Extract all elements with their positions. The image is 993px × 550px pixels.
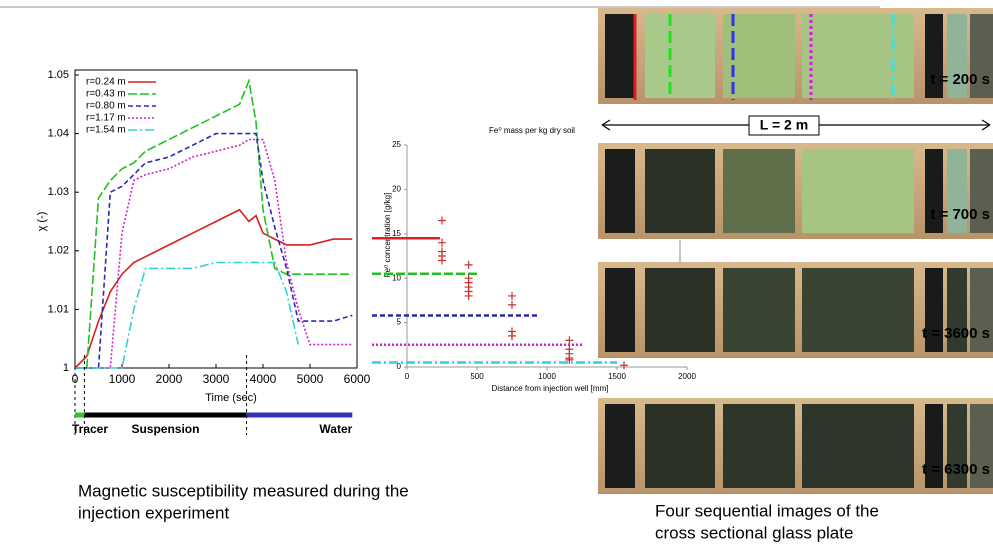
y-axis-label: χ (-) [36,212,48,232]
y-tick-label: 10 [392,273,401,282]
caption-left: injection experiment [78,503,229,522]
x-tick-label: 4000 [250,372,277,386]
y-tick-label: 0 [397,362,402,371]
x-tick-label: 3000 [203,372,230,386]
photo-pane [925,149,943,233]
data-point [438,238,446,247]
data-point [508,291,516,300]
data-point [438,216,446,225]
y-tick-label: 15 [392,229,401,238]
y-tick-label: 1.01 [48,303,69,315]
photo-pane [970,404,993,488]
y-tick-label: 1.02 [48,245,69,257]
phase-label: Suspension [131,422,199,436]
chart-title: Fe⁰ mass per kg dry soil [489,126,575,135]
photo-panel: t = 3600 s [598,262,993,358]
data-point [464,260,473,269]
photo-time-label: t = 700 s [930,206,990,223]
x-tick-label: 5000 [297,372,324,386]
photo-pane [970,268,993,352]
photo-pane [645,149,715,233]
x-tick-label: 1000 [538,372,556,381]
photo-pane [802,404,914,488]
x-tick-label: 500 [470,372,484,381]
data-point [620,361,628,370]
data-point [565,355,574,364]
photo-pane [925,268,943,352]
legend-label: r=1.54 m [86,125,126,136]
photo-pane [645,268,715,352]
x-tick-label: 6000 [344,372,371,386]
photo-pane [947,268,967,352]
phase-label: Tracer [72,422,108,436]
photo-pane [802,149,914,233]
data-point [508,331,516,340]
y-tick-label: 1 [63,362,69,374]
series-line [75,77,353,369]
photo-pane [947,149,967,233]
photo-pane [723,268,795,352]
y-tick-label: 25 [392,140,401,149]
x-axis-label: Distance from injection well [mm] [492,384,609,393]
caption-right: cross sectional glass plate [655,523,853,542]
length-label: L = 2 m [760,117,808,133]
photo-pane [802,268,914,352]
photo-panel: t = 700 s [598,143,993,239]
photo-pane [723,149,795,233]
y-tick-label: 1.03 [48,186,69,198]
photo-pane [925,14,943,98]
photo-pane [947,404,967,488]
photo-pane [605,404,635,488]
data-point [438,256,446,265]
y-tick-label: 1.05 [48,69,69,81]
photo-pane [947,14,967,98]
series-line [75,138,353,369]
photo-pane [605,149,635,233]
x-tick-label: 0 [405,372,410,381]
photo-pane [723,14,795,98]
data-point [464,291,473,300]
data-point [565,336,574,345]
photo-pane [802,14,914,98]
photo-panel: t = 6300 s [598,398,993,494]
x-tick-label: 1000 [109,372,136,386]
photo-time-label: t = 200 s [930,71,990,88]
legend-label: r=0.24 m [86,77,126,88]
phase-label: Water [319,422,352,436]
y-tick-label: 5 [397,318,402,327]
photo-pane [605,268,635,352]
photo-time-label: t = 6300 s [922,461,990,478]
x-axis-label: Time (sec) [205,392,257,404]
photo-panel: t = 200 s [598,8,993,104]
legend-label: r=0.43 m [86,89,126,100]
y-tick-label: 1.04 [48,128,69,140]
legend-label: r=0.80 m [86,101,126,112]
caption-left: Magnetic susceptibility measured during … [78,481,409,500]
data-point [508,300,516,309]
y-tick-label: 20 [392,185,401,194]
x-tick-label: 2000 [156,372,183,386]
photo-pane [605,14,635,98]
photo-pane [970,149,993,233]
photo-pane [723,404,795,488]
series-line [75,132,353,369]
photo-time-label: t = 3600 s [922,325,990,342]
photo-pane [925,404,943,488]
photo-pane [970,14,993,98]
x-tick-label: 2000 [678,372,696,381]
length-box [748,115,820,136]
photo-pane [645,14,715,98]
series-line [74,208,353,369]
caption-right: Four sequential images of the [655,501,879,520]
legend-label: r=1.17 m [86,113,126,124]
photo-pane [645,404,715,488]
arrow-head [601,119,991,131]
x-tick-label: 1500 [608,372,626,381]
y-axis-label: Fe⁰ concentration [g/kg] [383,193,392,278]
series-line [75,261,300,369]
